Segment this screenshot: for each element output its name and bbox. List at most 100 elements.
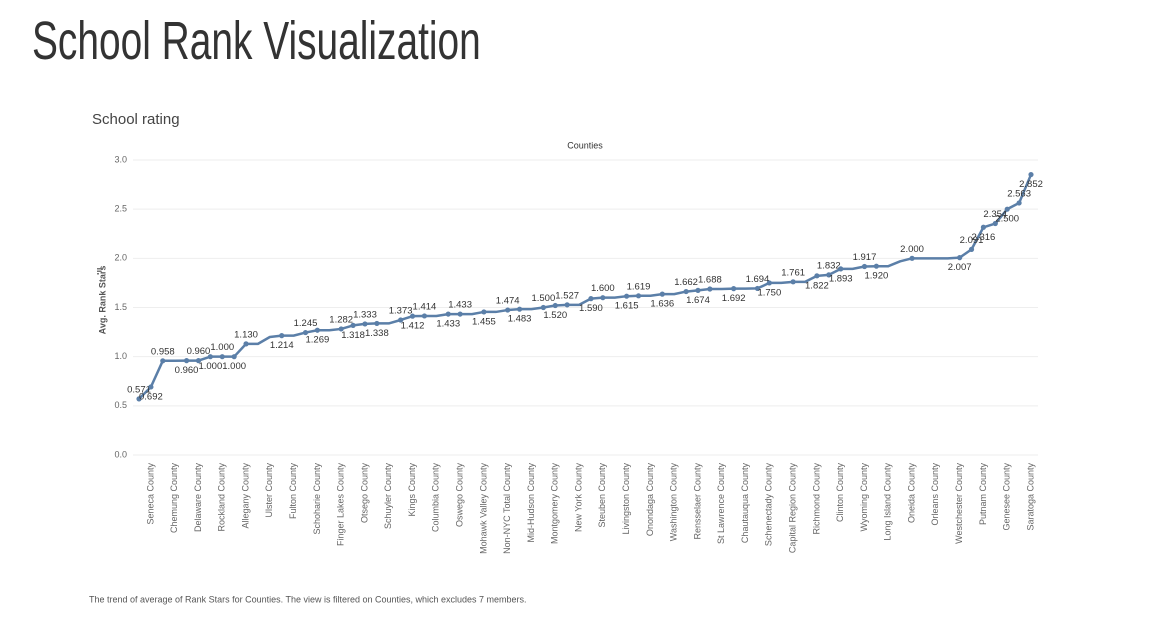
x-tick-label: Schuyler County: [383, 463, 393, 530]
data-point: [957, 255, 963, 261]
x-tick-label: Montgomery County: [550, 463, 560, 545]
data-point: [707, 286, 713, 292]
value-label: 1.520: [543, 310, 567, 321]
data-point: [398, 317, 404, 323]
x-tick-label: Steuben County: [597, 463, 607, 528]
x-tick-label: Mohawk Valley County: [478, 463, 488, 554]
data-point: [588, 296, 594, 302]
value-label: 1.245: [294, 318, 318, 329]
data-point: [516, 306, 523, 312]
value-label: 1.750: [757, 287, 781, 298]
data-point: [909, 255, 915, 261]
x-tick-label: New York County: [573, 463, 583, 533]
data-point: [374, 320, 380, 327]
value-label: 1.920: [864, 271, 888, 282]
value-label: 1.615: [615, 301, 639, 312]
data-point: [314, 327, 320, 333]
value-label: 1.000: [222, 361, 246, 372]
x-tick-label: Kings County: [407, 463, 417, 517]
x-tick-label: Chautauqua County: [740, 463, 750, 544]
data-point: [505, 307, 511, 313]
value-label: 1.474: [496, 296, 520, 307]
data-point: [695, 287, 701, 293]
data-point: [635, 293, 642, 299]
data-point: [814, 273, 820, 279]
value-label: 1.893: [829, 273, 853, 284]
data-point: [826, 272, 832, 278]
data-point: [1004, 206, 1010, 212]
y-axis-title: Avg. Rank Stars: [97, 266, 107, 335]
data-point: [873, 263, 879, 269]
x-tick-label: Schenectady County: [764, 463, 774, 547]
x-tick-label: Rensselaer County: [692, 463, 702, 540]
value-label: 1.455: [472, 316, 496, 327]
value-label: 0.958: [151, 346, 175, 357]
data-point: [766, 280, 772, 286]
x-tick-label: Westchester County: [954, 463, 964, 544]
x-tick-label: Columbia County: [431, 463, 441, 533]
x-tick-label: Fulton County: [288, 463, 298, 520]
value-label: 0.960: [187, 346, 211, 357]
y-tick-label: 1.0: [114, 351, 127, 361]
x-tick-label: Mid-Hudson County: [526, 463, 536, 543]
value-label: 1.318: [341, 330, 365, 341]
data-point: [980, 224, 987, 230]
value-label: 2.563: [1007, 188, 1031, 199]
x-tick-label: Long Island County: [883, 463, 893, 541]
data-point: [1028, 171, 1034, 178]
x-tick-label: Allegany County: [240, 463, 250, 529]
value-label: 1.338: [365, 328, 389, 339]
x-tick-label: St Lawrence County: [716, 463, 726, 545]
data-point: [231, 354, 237, 360]
data-point: [160, 358, 166, 364]
value-label: 1.500: [531, 293, 555, 304]
data-point: [754, 285, 761, 292]
value-label: 1.822: [805, 280, 829, 291]
value-label: 1.483: [508, 314, 532, 325]
x-tick-label: Capital Region County: [788, 463, 798, 554]
value-label: 1.130: [234, 329, 258, 340]
data-point: [838, 266, 844, 272]
value-label: 1.000: [210, 342, 234, 353]
x-tick-label: Orleans County: [930, 463, 940, 526]
value-label: 1.619: [627, 281, 651, 292]
data-point: [409, 313, 416, 319]
x-tick-label: Delaware County: [193, 463, 203, 533]
value-label: 2.007: [948, 262, 972, 273]
value-label: 1.674: [686, 295, 710, 306]
y-tick-label: 2.5: [114, 204, 127, 214]
value-label: 1.600: [591, 283, 615, 294]
value-label: 2.852: [1019, 179, 1043, 190]
data-point: [279, 333, 285, 339]
data-point: [136, 396, 142, 402]
data-point: [457, 311, 463, 317]
x-tick-label: Schoharie County: [312, 463, 322, 535]
value-label: 2.000: [900, 244, 924, 255]
data-point: [362, 321, 368, 327]
data-point: [148, 384, 154, 390]
x-tick-label: Non-NYC Total County: [502, 463, 512, 554]
y-tick-label: 0.0: [114, 449, 127, 459]
data-point: [624, 293, 630, 299]
value-label: 1.414: [413, 301, 437, 312]
x-tick-label: Washington County: [669, 463, 679, 542]
value-label: 1.373: [389, 306, 413, 317]
data-point: [302, 329, 309, 336]
value-label: 2.316: [972, 232, 996, 243]
y-tick-label: 3.0: [114, 154, 127, 164]
value-label: 0.571: [127, 384, 151, 395]
data-point: [564, 302, 570, 308]
value-label: 1.590: [579, 303, 603, 314]
value-label: 0.960: [175, 365, 199, 376]
value-label: 1.433: [436, 319, 460, 330]
x-tick-label: Wyoming County: [859, 463, 869, 532]
value-label: 2.500: [995, 214, 1019, 225]
x-tick-label: Livingston County: [621, 463, 631, 535]
data-point: [1016, 200, 1022, 206]
data-point: [445, 311, 451, 317]
value-label: 1.832: [817, 260, 841, 271]
x-tick-label: Seneca County: [145, 463, 155, 525]
value-label: 1.333: [353, 309, 377, 320]
data-point: [790, 279, 796, 285]
